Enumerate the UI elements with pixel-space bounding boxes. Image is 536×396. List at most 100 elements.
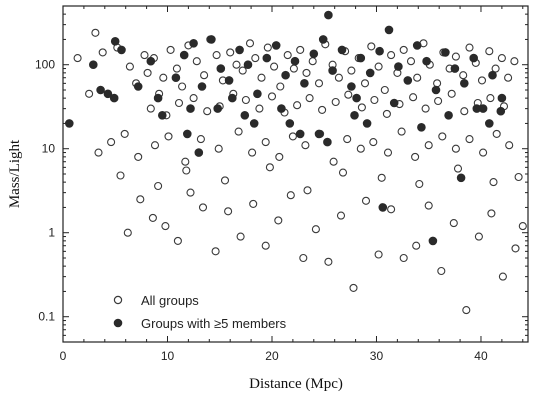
data-point-all-groups: [125, 62, 134, 71]
data-point-all-groups: [189, 94, 198, 103]
data-point-all-groups: [178, 82, 187, 91]
data-point-groups-5-members: [179, 50, 189, 60]
data-point-all-groups: [270, 62, 279, 71]
data-point-all-groups: [334, 73, 343, 82]
data-point-all-groups: [504, 73, 513, 82]
data-point-all-groups: [148, 213, 157, 222]
data-point-all-groups: [249, 199, 258, 208]
data-point-all-groups: [413, 73, 422, 82]
data-point-groups-5-members: [153, 93, 163, 103]
data-point-all-groups: [370, 95, 379, 105]
data-point-all-groups: [383, 148, 393, 157]
data-point-groups-5-members: [412, 41, 422, 50]
data-point-all-groups: [514, 172, 523, 182]
data-point-groups-5-members: [89, 60, 98, 69]
data-point-all-groups: [318, 105, 327, 114]
data-point-all-groups: [211, 247, 220, 256]
data-point-all-groups: [367, 42, 376, 51]
data-point-all-groups: [497, 54, 506, 63]
y-tick-label: 1: [48, 226, 55, 240]
data-point-all-groups: [159, 73, 168, 82]
data-point-groups-5-members: [314, 129, 324, 139]
data-point-groups-5-members: [417, 123, 426, 132]
data-point-groups-5-members: [117, 45, 126, 55]
data-point-all-groups: [311, 225, 320, 234]
data-point-groups-5-members: [488, 70, 497, 80]
data-point-all-groups: [286, 191, 295, 200]
x-tick-label: 0: [60, 349, 67, 363]
data-point-groups-5-members: [146, 56, 156, 66]
data-point-all-groups: [421, 104, 430, 113]
data-point-all-groups: [356, 144, 365, 153]
data-point-groups-5-members: [356, 53, 366, 63]
data-point-all-groups: [489, 178, 498, 187]
data-point-groups-5-members: [469, 53, 479, 63]
data-point-groups-5-members: [158, 111, 167, 120]
data-point-groups-5-members: [431, 85, 441, 95]
data-point-all-groups: [301, 141, 310, 150]
data-point-all-groups: [248, 148, 257, 157]
y-tick-label: 100: [35, 58, 55, 72]
data-point-groups-5-members: [441, 48, 450, 57]
data-point-all-groups: [257, 73, 266, 82]
data-point-groups-5-members: [444, 111, 453, 120]
data-point-all-groups: [409, 93, 418, 102]
x-tick-label: 40: [474, 349, 488, 363]
data-point-groups-5-members: [350, 111, 359, 120]
data-point-groups-5-members: [365, 68, 375, 78]
data-point-groups-5-members: [65, 119, 74, 128]
data-point-groups-5-members: [323, 137, 332, 147]
data-point-all-groups: [166, 45, 175, 54]
data-point-all-groups: [116, 171, 125, 180]
data-point-all-groups: [214, 144, 223, 153]
data-point-all-groups: [255, 104, 264, 113]
data-point-groups-5-members: [496, 106, 506, 116]
data-point-all-groups: [338, 168, 348, 177]
data-point-all-groups: [314, 79, 324, 88]
data-point-all-groups: [498, 272, 507, 281]
data-point-all-groups: [161, 222, 170, 231]
data-point-all-groups: [251, 54, 260, 63]
data-point-all-groups: [447, 89, 456, 98]
data-point-all-groups: [276, 82, 285, 91]
data-point-groups-5-members: [362, 119, 372, 128]
data-point-all-groups: [154, 181, 163, 191]
data-point-all-groups: [491, 64, 500, 73]
data-point-all-groups: [343, 135, 352, 144]
data-point-groups-5-members: [378, 203, 388, 212]
data-point-all-groups: [465, 43, 474, 52]
data-point-all-groups: [399, 253, 408, 263]
data-point-all-groups: [369, 138, 378, 147]
data-point-all-groups: [236, 232, 245, 241]
data-point-all-groups: [510, 57, 519, 66]
data-point-all-groups: [380, 85, 389, 95]
data-point-all-groups: [434, 96, 443, 106]
data-point-all-groups: [374, 62, 383, 71]
data-point-groups-5-members: [384, 25, 394, 35]
data-point-all-groups: [387, 51, 396, 60]
data-point-groups-5-members: [497, 93, 507, 103]
data-point-all-groups: [91, 28, 100, 37]
data-point-all-groups: [274, 216, 283, 225]
data-point-groups-5-members: [183, 129, 192, 139]
data-point-all-groups: [303, 186, 312, 195]
data-point-all-groups: [477, 76, 487, 85]
data-point-all-groups: [361, 196, 371, 205]
data-point-groups-5-members: [216, 64, 226, 73]
data-point-all-groups: [245, 39, 255, 48]
data-point-all-groups: [120, 129, 129, 138]
data-point-groups-5-members: [375, 46, 384, 56]
data-point-groups-5-members: [422, 56, 431, 66]
data-point-all-groups: [200, 71, 209, 80]
data-point-all-groups: [505, 141, 514, 150]
data-point-groups-5-members: [318, 35, 328, 44]
data-point-all-groups: [136, 195, 145, 204]
y-tick-label: 10: [42, 142, 56, 156]
data-point-all-groups: [433, 79, 442, 88]
data-point-all-groups: [424, 141, 433, 150]
data-point-groups-5-members: [253, 89, 262, 99]
data-point-all-groups: [357, 103, 366, 112]
data-point-groups-5-members: [285, 119, 295, 128]
data-point-all-groups: [324, 257, 333, 266]
